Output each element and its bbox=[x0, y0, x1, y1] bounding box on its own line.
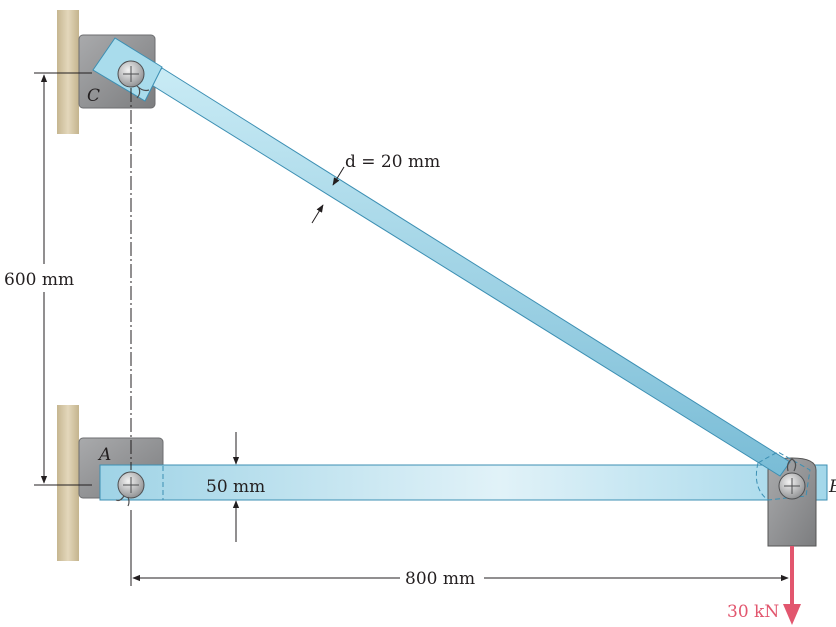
rod-diameter-label: d = 20 mm bbox=[345, 152, 440, 172]
label-b: B bbox=[828, 477, 836, 497]
bar-a-hidden-edge bbox=[99, 464, 164, 501]
horizontal-dimension-label: 800 mm bbox=[405, 569, 475, 589]
upper-wall bbox=[57, 10, 79, 134]
pin-b bbox=[778, 472, 806, 500]
cotter-pin-b bbox=[786, 458, 797, 472]
bar-thickness-label: 50 mm bbox=[206, 477, 265, 497]
diameter-arrow-upper bbox=[332, 166, 345, 186]
load-label: 30 kN bbox=[727, 602, 779, 622]
cotter-pin-a bbox=[115, 495, 130, 507]
lower-wall bbox=[57, 405, 79, 561]
bar-ab bbox=[99, 464, 828, 501]
label-c: C bbox=[87, 86, 100, 106]
rod-bc bbox=[149, 67, 791, 477]
pin-c bbox=[117, 60, 145, 88]
cotter-pin-c bbox=[136, 85, 150, 99]
rod-end-b bbox=[755, 451, 811, 501]
label-a: A bbox=[97, 445, 111, 465]
vertical-dimension-label: 600 mm bbox=[4, 270, 74, 290]
diameter-arrow-lower bbox=[311, 204, 324, 224]
load-arrow-head bbox=[783, 604, 801, 625]
pin-a bbox=[117, 471, 145, 499]
load-arrow-shaft bbox=[790, 546, 794, 608]
